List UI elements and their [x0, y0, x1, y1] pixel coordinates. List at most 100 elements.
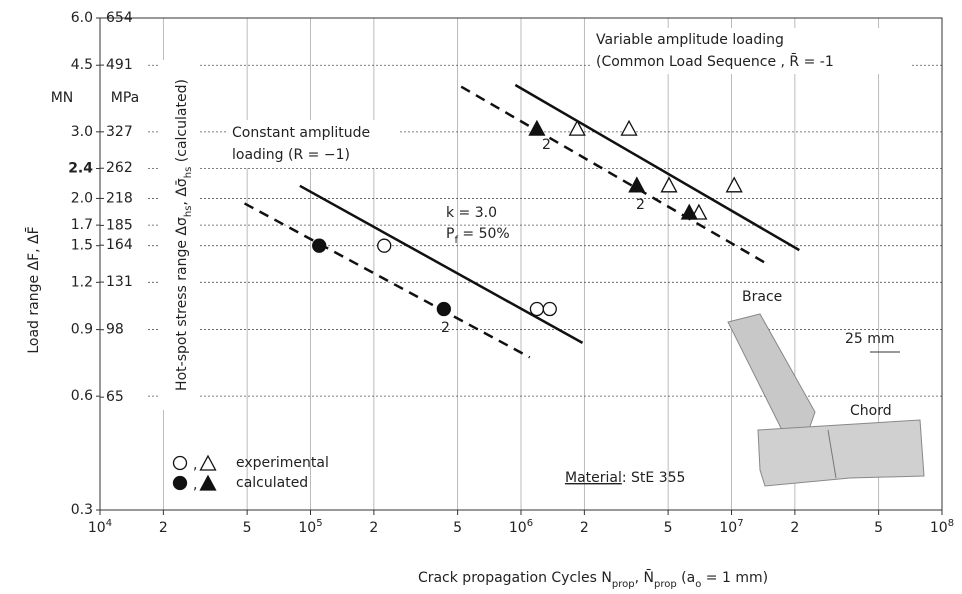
- y2-tick-label: 327: [106, 124, 133, 140]
- y2-tick-label: 98: [106, 322, 124, 338]
- y-axis-label: Load range ΔF, ΔF̄: [24, 226, 42, 353]
- annotation-part: P: [446, 226, 454, 242]
- annotation-box: [226, 120, 398, 168]
- fit-line: [514, 83, 800, 252]
- fit-line: [460, 85, 767, 265]
- x-tick-exponent: 6: [527, 518, 533, 529]
- x-tick-label: 5: [664, 520, 673, 536]
- x-tick-exponent: 4: [106, 518, 112, 529]
- y2-axis-label-part: , Δσ̄: [174, 178, 190, 205]
- y-tick-label: 2.0: [71, 190, 93, 206]
- x-tick-base: 2: [159, 520, 168, 536]
- x-tick-label: 2: [369, 520, 378, 536]
- x-tick-base: 10: [930, 520, 948, 536]
- x-tick-base: 2: [580, 520, 589, 536]
- x-tick-label: 104: [88, 518, 112, 537]
- data-point: [628, 176, 646, 193]
- x-tick-base: 5: [453, 520, 462, 536]
- annotation: 2: [441, 320, 450, 336]
- x-tick-base: 5: [874, 520, 883, 536]
- x-axis-label-part: = 1 mm): [701, 570, 768, 586]
- y-unit: MN: [51, 90, 74, 106]
- y2-unit: MPa: [111, 90, 139, 106]
- x-axis-label-part: prop: [612, 579, 635, 590]
- x-tick-base: 5: [243, 520, 252, 536]
- y2-tick-label: 131: [106, 274, 133, 290]
- x-axis-label-part: prop: [654, 579, 677, 590]
- plot-layer: 104 2 5 105 2 5 106 2 5 107 2 5 1086.04.53.02.42.01.…: [24, 10, 954, 590]
- annotation: 2: [636, 197, 645, 213]
- annotation: Constant amplitude: [232, 125, 370, 141]
- label-band: [160, 60, 200, 410]
- x-axis-label-part: (a: [677, 570, 696, 586]
- data-point: [725, 176, 743, 193]
- annotation: (Common Load Sequence , R̄ = -1: [596, 52, 834, 70]
- y-tick-label: 1.2: [71, 274, 93, 290]
- y2-axis-label-part: Hot-spot stress range Δσ: [174, 217, 190, 391]
- data-point: [680, 203, 698, 220]
- data-point: [529, 301, 545, 317]
- material-label-part: : StE 355: [622, 470, 686, 486]
- x-tick-label: 5: [453, 520, 462, 536]
- x-tick-base: 10: [88, 520, 106, 536]
- y2-axis-label: Hot-spot stress range Δσhs, Δσ̄hs (calcu…: [174, 79, 194, 391]
- x-tick-base: 5: [664, 520, 673, 536]
- y2-tick-label: 262: [106, 160, 133, 176]
- data-point: [377, 238, 392, 253]
- y-tick-label: 0.9: [71, 322, 93, 338]
- annotation: k = 3.0: [446, 205, 497, 221]
- material-label: Material: StE 355: [565, 470, 685, 486]
- annotation: Brace: [742, 289, 782, 305]
- x-tick-base: 10: [509, 520, 527, 536]
- x-tick-base: 10: [298, 520, 316, 536]
- data-point: [620, 119, 638, 136]
- x-tick-label: 2: [790, 520, 799, 536]
- x-tick-label: 105: [298, 518, 322, 537]
- chord: [757, 419, 925, 487]
- weld: [827, 429, 837, 479]
- x-tick-base: 2: [369, 520, 378, 536]
- annotation: Variable amplitude loading: [596, 32, 784, 48]
- y-tick-label: 0.6: [71, 388, 93, 404]
- y2-tick-label: 185: [106, 217, 133, 233]
- data-point: [528, 119, 546, 136]
- annotation: Chord: [850, 403, 892, 419]
- annotation: loading (R = −1): [232, 147, 350, 163]
- data-point: [312, 238, 327, 253]
- annotation: 2: [542, 137, 551, 153]
- fit-line: [299, 184, 584, 344]
- x-tick-base: 10: [719, 520, 737, 536]
- y2-tick-label: 218: [106, 190, 133, 206]
- y2-axis-label-part: (calculated): [174, 79, 190, 167]
- x-axis-label-part: Crack propagation Cycles N: [418, 570, 612, 586]
- y2-axis-label-part: hs: [183, 206, 194, 218]
- x-tick-exponent: 8: [948, 518, 954, 529]
- y-tick-label: 4.5: [71, 57, 93, 73]
- x-tick-label: 5: [874, 520, 883, 536]
- y2-tick-label: 164: [106, 237, 133, 253]
- y-tick-label: 6.0: [71, 10, 93, 26]
- brace: [727, 313, 816, 433]
- x-axis-label: Crack propagation Cycles Nprop, N̄prop (…: [418, 568, 768, 589]
- annotation-box: [590, 28, 910, 74]
- annotation: 25 mm: [845, 331, 895, 347]
- x-tick-label: 108: [930, 518, 954, 537]
- data-point: [660, 176, 678, 193]
- x-tick-label: 107: [719, 518, 743, 537]
- data-point: [568, 119, 586, 136]
- data-point: [542, 301, 557, 317]
- x-tick-base: 2: [790, 520, 799, 536]
- y2-tick-label: 491: [106, 57, 133, 73]
- x-axis-label-part: , N̄: [635, 568, 654, 586]
- legend-separator: ,: [193, 457, 197, 473]
- x-tick-label: 106: [509, 518, 533, 537]
- x-tick-label: 5: [243, 520, 252, 536]
- y-tick-label: 1.7: [71, 217, 93, 233]
- x-axis-label-part: o: [695, 579, 701, 590]
- annotation: Pf = 50%: [446, 226, 510, 246]
- y2-tick-label: 654: [106, 10, 133, 26]
- x-tick-exponent: 7: [737, 518, 743, 529]
- data-point: [436, 301, 451, 317]
